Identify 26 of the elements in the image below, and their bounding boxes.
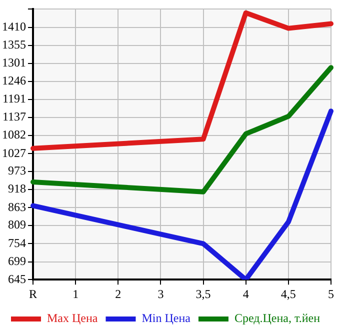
x-tick-label: 3 — [158, 286, 164, 301]
y-tick-label: 1191 — [2, 92, 26, 106]
y-tick-label: 809 — [8, 218, 26, 232]
x-tick-label: 5 — [328, 286, 334, 301]
y-tick-label: 1246 — [2, 74, 26, 88]
y-tick-label: 1410 — [2, 19, 26, 34]
y-tick-label: 918 — [8, 182, 26, 196]
y-tick-label: 754 — [8, 236, 26, 250]
x-tick-label: 4 — [242, 286, 249, 301]
y-tick-label: 699 — [8, 254, 26, 268]
y-tick-label: 1301 — [2, 55, 26, 70]
x-tick-label: 2 — [115, 286, 122, 301]
y-tick-label: 1355 — [2, 38, 26, 52]
x-tick-label: 3,5 — [196, 286, 211, 301]
legend-label: Max Цена — [46, 311, 98, 326]
x-tick-label: R — [28, 286, 38, 301]
legend-label: Min Цена — [142, 311, 192, 326]
y-tick-label: 1027 — [2, 146, 26, 160]
legend-label: Сред.Цена, т.йен — [234, 311, 321, 326]
y-tick-label: 1082 — [2, 128, 26, 142]
x-tick-label: 4,5 — [280, 286, 296, 301]
y-tick-label: 645 — [8, 272, 26, 286]
x-tick-label: 1 — [72, 286, 79, 301]
y-tick-label: 1137 — [2, 110, 26, 124]
y-tick-label: 863 — [8, 200, 26, 214]
y-tick-label: 973 — [8, 164, 26, 178]
